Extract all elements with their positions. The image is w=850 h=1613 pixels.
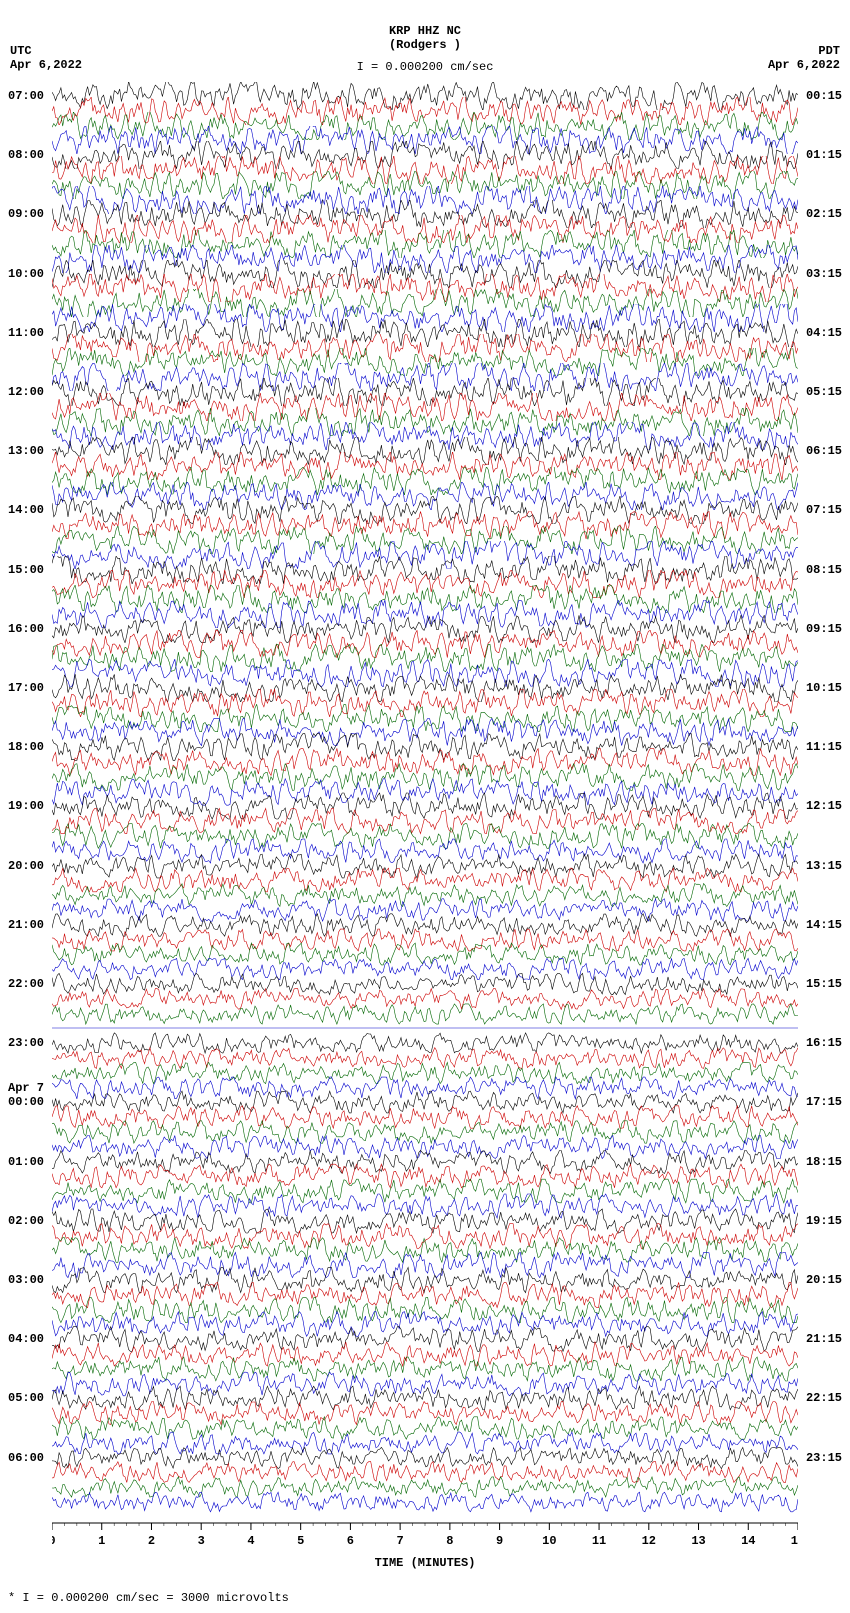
left-hour-label: 02:00 (8, 1214, 44, 1228)
left-hour-label: 14:00 (8, 503, 44, 517)
left-hour-label: 16:00 (8, 622, 44, 636)
right-date-label: Apr 6,2022 (768, 58, 840, 72)
left-hour-label: 12:00 (8, 385, 44, 399)
right-hour-label: 17:15 (806, 1095, 842, 1109)
left-hour-label: 11:00 (8, 326, 44, 340)
svg-text:8: 8 (446, 1534, 453, 1548)
right-hour-label: 14:15 (806, 918, 842, 932)
svg-text:7: 7 (397, 1534, 404, 1548)
left-hour-label: 08:00 (8, 148, 44, 162)
seismic-trace (52, 1488, 798, 1516)
chart-header: KRP HHZ NC (Rodgers ) (0, 24, 850, 52)
left-date-marker: Apr 7 (8, 1081, 44, 1095)
station-channel-title: KRP HHZ NC (0, 24, 850, 38)
left-hour-label: 15:00 (8, 563, 44, 577)
left-date-label: Apr 6,2022 (10, 58, 82, 72)
left-hour-label: 18:00 (8, 740, 44, 754)
svg-text:0: 0 (52, 1534, 56, 1548)
left-hour-label: 00:00 (8, 1095, 44, 1109)
right-hour-label: 10:15 (806, 681, 842, 695)
right-hour-label: 12:15 (806, 799, 842, 813)
svg-text:4: 4 (247, 1534, 254, 1548)
right-hour-label: 03:15 (806, 267, 842, 281)
helicorder-plot-area (52, 88, 798, 1520)
right-hour-label: 13:15 (806, 859, 842, 873)
footer-scale-note: * I = 0.000200 cm/sec = 3000 microvolts (8, 1591, 289, 1605)
svg-text:5: 5 (297, 1534, 304, 1548)
svg-text:13: 13 (691, 1534, 705, 1548)
x-axis-label: TIME (MINUTES) (0, 1556, 850, 1570)
left-hour-label: 07:00 (8, 89, 44, 103)
right-hour-label: 02:15 (806, 207, 842, 221)
right-hour-label: 01:15 (806, 148, 842, 162)
left-hour-label: 06:00 (8, 1451, 44, 1465)
left-hour-label: 23:00 (8, 1036, 44, 1050)
right-hour-label: 15:15 (806, 977, 842, 991)
seismogram-page: KRP HHZ NC (Rodgers ) I = 0.000200 cm/se… (0, 0, 850, 1613)
svg-text:9: 9 (496, 1534, 503, 1548)
left-hour-label: 04:00 (8, 1332, 44, 1346)
svg-text:2: 2 (148, 1534, 155, 1548)
left-hour-label: 03:00 (8, 1273, 44, 1287)
left-timezone-label: UTC (10, 44, 32, 58)
left-hour-label: 21:00 (8, 918, 44, 932)
svg-text:1: 1 (98, 1534, 105, 1548)
left-hour-label: 13:00 (8, 444, 44, 458)
svg-text:3: 3 (198, 1534, 205, 1548)
right-hour-label: 04:15 (806, 326, 842, 340)
right-hour-label: 07:15 (806, 503, 842, 517)
right-hour-label: 19:15 (806, 1214, 842, 1228)
amplitude-scale-note: I = 0.000200 cm/sec (0, 60, 850, 74)
left-hour-label: 22:00 (8, 977, 44, 991)
right-hour-label: 00:15 (806, 89, 842, 103)
left-hour-label: 05:00 (8, 1391, 44, 1405)
left-hour-label: 19:00 (8, 799, 44, 813)
svg-text:6: 6 (347, 1534, 354, 1548)
right-hour-label: 05:15 (806, 385, 842, 399)
svg-text:15: 15 (791, 1534, 798, 1548)
left-hour-label: 10:00 (8, 267, 44, 281)
left-hour-label: 17:00 (8, 681, 44, 695)
right-hour-label: 16:15 (806, 1036, 842, 1050)
right-hour-label: 11:15 (806, 740, 842, 754)
right-hour-label: 06:15 (806, 444, 842, 458)
svg-text:11: 11 (592, 1534, 606, 1548)
left-hour-label: 09:00 (8, 207, 44, 221)
station-name-subtitle: (Rodgers ) (0, 38, 850, 52)
right-timezone-label: PDT (818, 44, 840, 58)
svg-text:12: 12 (642, 1534, 656, 1548)
right-hour-label: 08:15 (806, 563, 842, 577)
right-hour-label: 21:15 (806, 1332, 842, 1346)
right-hour-label: 23:15 (806, 1451, 842, 1465)
right-hour-label: 09:15 (806, 622, 842, 636)
svg-text:14: 14 (741, 1534, 755, 1548)
right-hour-label: 22:15 (806, 1391, 842, 1405)
left-hour-label: 20:00 (8, 859, 44, 873)
left-hour-label: 01:00 (8, 1155, 44, 1169)
right-hour-label: 20:15 (806, 1273, 842, 1287)
svg-text:10: 10 (542, 1534, 556, 1548)
right-hour-label: 18:15 (806, 1155, 842, 1169)
